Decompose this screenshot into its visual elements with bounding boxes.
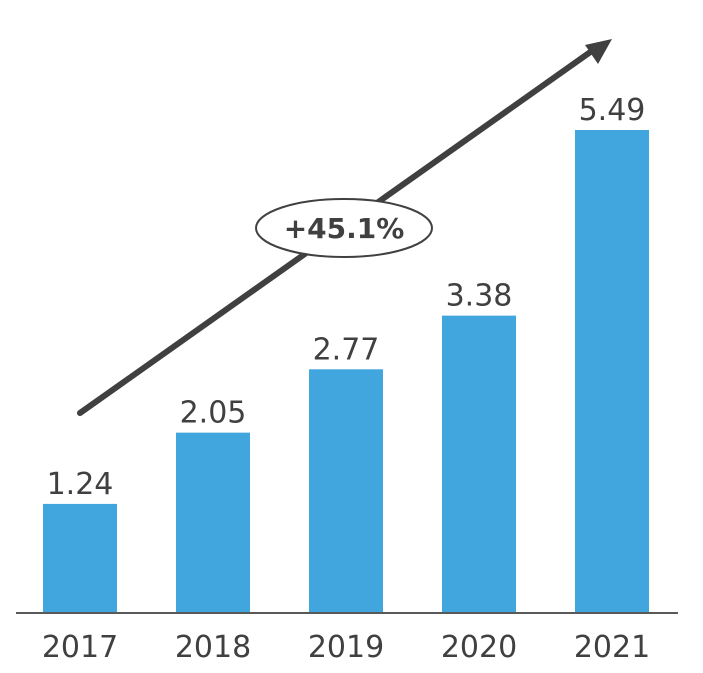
growth-annotation-ellipse — [255, 198, 433, 258]
growth-annotation-text: +45.1% — [284, 212, 405, 245]
value-label-2021: 5.49 — [579, 93, 646, 128]
bar-2021 — [575, 130, 649, 613]
bar-2017 — [43, 503, 117, 613]
value-label-2017: 1.24 — [47, 467, 114, 502]
x-tick-label-2020: 2020 — [441, 630, 517, 665]
value-label-2020: 3.38 — [446, 279, 513, 314]
value-label-2018: 2.05 — [180, 396, 247, 431]
bar-2018 — [176, 432, 250, 613]
value-label-2019: 2.77 — [313, 332, 380, 367]
x-tick-label-2017: 2017 — [42, 630, 118, 665]
bar-2019 — [309, 369, 383, 613]
x-tick-label-2019: 2019 — [308, 630, 384, 665]
value-labels-group: 1.24 2.05 2.77 3.38 5.49 — [47, 93, 646, 502]
growth-arrow-head-icon — [585, 39, 612, 64]
x-tick-label-2018: 2018 — [175, 630, 251, 665]
growth-annotation: +45.1% — [255, 198, 433, 258]
x-tick-label-2021: 2021 — [574, 630, 650, 665]
bar-2020 — [442, 315, 516, 613]
bars-group — [43, 130, 649, 613]
x-tick-labels-group: 2017 2018 2019 2020 2021 — [42, 630, 650, 665]
